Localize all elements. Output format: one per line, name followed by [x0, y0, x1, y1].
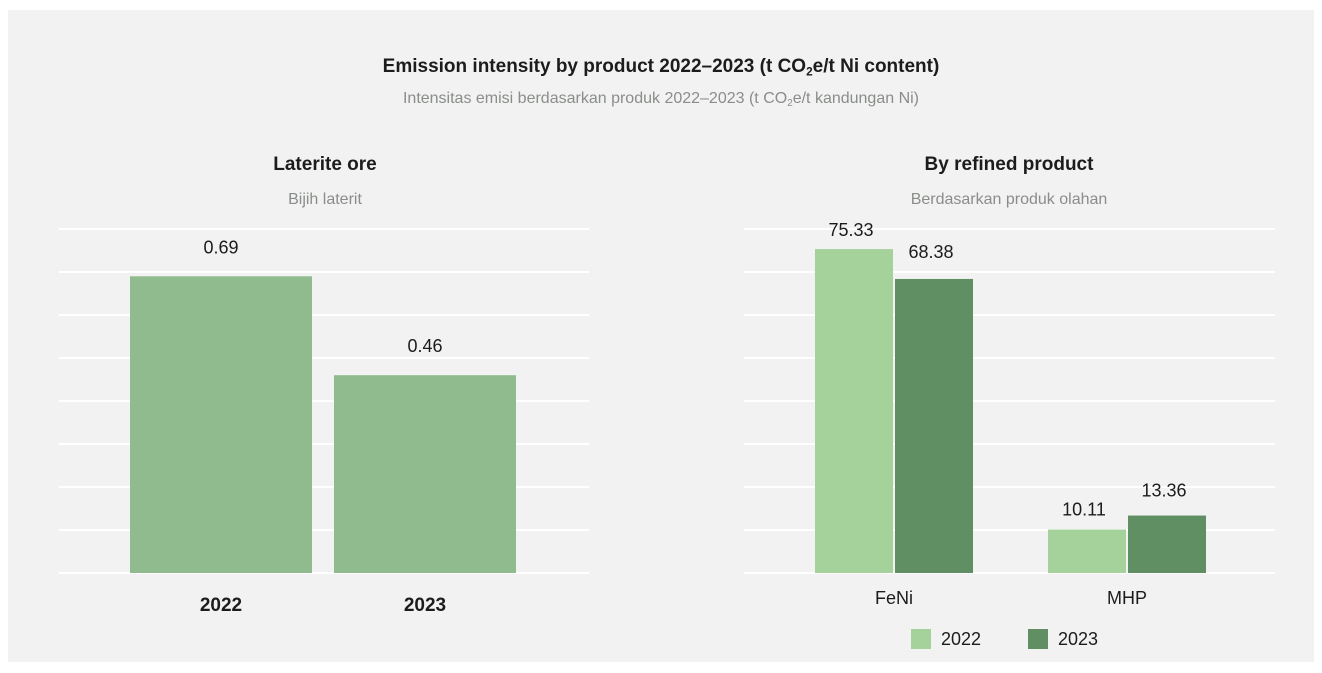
legend-label-2023: 2023 — [1058, 628, 1099, 649]
bar-FeNi-2023 — [895, 278, 973, 573]
x-tick-label: 2022 — [200, 595, 242, 616]
legend-swatch-2023 — [1028, 629, 1048, 649]
bar-2023 — [334, 375, 516, 573]
chart-subtitle: Intensitas emisi berdasarkan produk 2022… — [402, 90, 920, 109]
legend-swatch-2022 — [911, 629, 931, 649]
data-label: 68.38 — [908, 242, 953, 262]
x-tick-label: 2023 — [404, 595, 446, 616]
bar-MHP-2023 — [1128, 515, 1206, 573]
bar-FeNi-2022 — [815, 249, 893, 573]
bar-MHP-2022 — [1048, 529, 1126, 573]
x-tick-label: FeNi — [875, 588, 913, 608]
refined-product-chart: By refined product Berdasarkan produk ola… — [744, 154, 1275, 608]
legend-item-2023: 2023 — [1028, 628, 1098, 650]
bar-2022 — [130, 276, 312, 573]
legend-label-2022: 2022 — [941, 628, 982, 649]
panel-subtitle: Bijih laterit — [288, 191, 362, 208]
chart-title: Emission intensity by product 2022–2023 … — [382, 56, 940, 79]
x-tick-label: MHP — [1107, 588, 1147, 608]
data-label: 0.69 — [203, 237, 238, 257]
data-label: 0.46 — [407, 336, 442, 356]
data-label: 13.36 — [1141, 481, 1186, 501]
data-label: 75.33 — [828, 220, 873, 240]
panel-subtitle: Berdasarkan produk olahan — [911, 191, 1108, 208]
panel-title: By refined product — [925, 154, 1095, 175]
legend-item-2022: 2022 — [911, 628, 981, 650]
data-label: 10.11 — [1062, 500, 1106, 520]
panel-title: Laterite ore — [273, 154, 376, 175]
laterite-ore-chart: Laterite ore Bijih laterit 0.69 2022 0.46 202… — [59, 154, 589, 616]
